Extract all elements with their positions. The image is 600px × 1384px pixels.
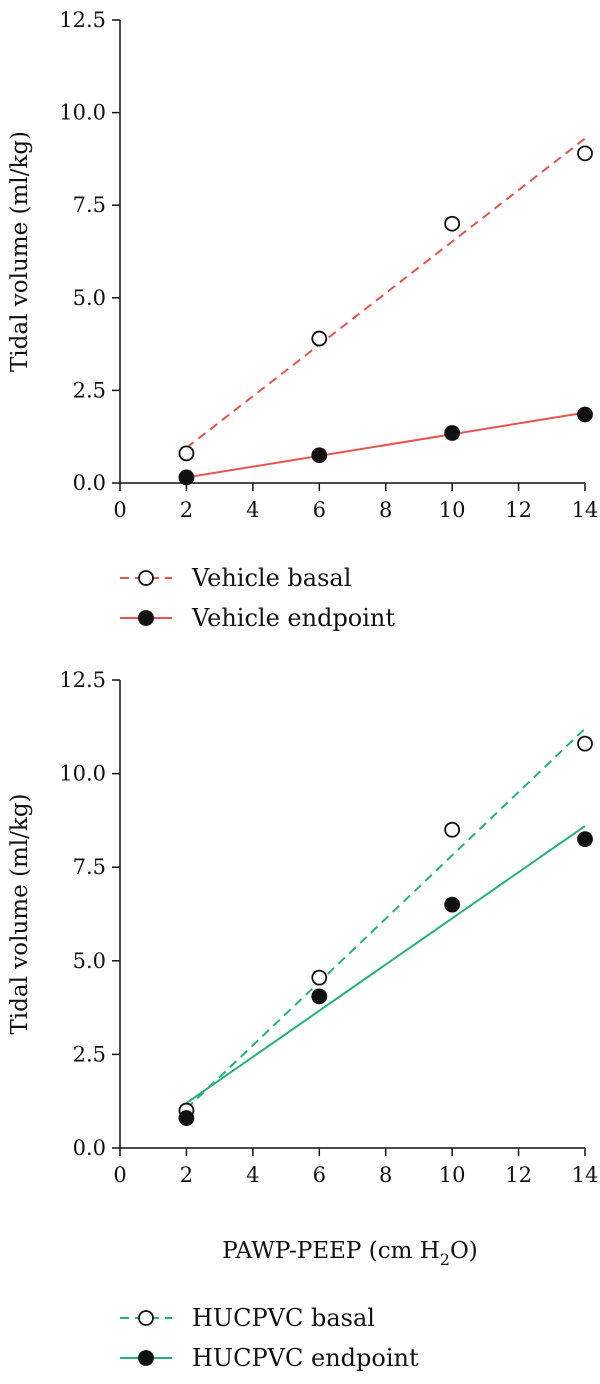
- data-point: [444, 425, 461, 441]
- data-point: [178, 469, 195, 486]
- x-tick-label: 12: [505, 498, 532, 522]
- data-point: [311, 969, 328, 986]
- y-tick-label: 0.0: [73, 1136, 106, 1160]
- x-tick-label: 8: [379, 1163, 392, 1187]
- x-tick-label: 2: [180, 498, 193, 522]
- data-point: [311, 447, 328, 464]
- x-tick-label: 10: [439, 498, 466, 522]
- y-tick-label: 5.0: [73, 286, 106, 310]
- x-axis-label-end: O): [450, 1238, 478, 1264]
- y-tick-label: 0.0: [73, 471, 106, 495]
- data-point: [577, 406, 593, 423]
- legend-marker: [138, 610, 154, 626]
- x-tick-label: 8: [379, 498, 392, 522]
- x-tick-label: 14: [572, 1163, 599, 1187]
- hucpvc-legend: HUCPVC basal HUCPVC endpoint: [120, 1304, 419, 1372]
- data-point: [444, 821, 461, 838]
- x-axis-label-subscript: 2: [440, 1250, 450, 1269]
- data-point: [444, 896, 461, 913]
- data-point: [311, 330, 328, 347]
- legend-marker: [138, 570, 154, 586]
- x-tick-label: 12: [505, 1163, 532, 1187]
- fit-line: [186, 411, 586, 479]
- x-tick-label: 14: [572, 498, 599, 522]
- legend-label: HUCPVC endpoint: [192, 1344, 419, 1372]
- legend-marker: [138, 1350, 154, 1366]
- legend-label: Vehicle endpoint: [191, 604, 395, 632]
- data-point: [577, 145, 593, 162]
- vehicle-legend: Vehicle basal Vehicle endpoint: [120, 564, 395, 632]
- x-tick-label: 4: [246, 498, 259, 522]
- y-tick-label: 2.5: [73, 378, 106, 402]
- legend-label: HUCPVC basal: [192, 1304, 375, 1332]
- x-tick-label: 10: [439, 1163, 466, 1187]
- y-tick-label: 10.0: [59, 762, 106, 786]
- x-axis-label-main: PAWP-PEEP (cm H: [222, 1238, 440, 1264]
- fit-line: [185, 137, 586, 449]
- y-tick-label: 7.5: [73, 193, 106, 217]
- y-tick-label: 5.0: [73, 949, 106, 973]
- fit-line: [185, 825, 586, 1104]
- y-tick-label: 12.5: [59, 668, 106, 692]
- x-tick-label: 2: [180, 1163, 193, 1187]
- y-tick-label: 2.5: [73, 1042, 106, 1066]
- x-tick-label: 0: [113, 1163, 126, 1187]
- x-tick-label: 6: [313, 1163, 326, 1187]
- x-axis-label: PAWP-PEEP (cm H2O): [222, 1238, 478, 1269]
- x-tick-label: 6: [313, 498, 326, 522]
- y-tick-label: 7.5: [73, 855, 106, 879]
- y-tick-label: 12.5: [59, 8, 106, 32]
- legend-marker: [138, 1310, 154, 1326]
- data-point: [311, 988, 328, 1005]
- y-axis-label: Tidal volume (ml/kg): [7, 793, 33, 1034]
- x-tick-label: 4: [246, 1163, 259, 1187]
- data-point: [178, 1110, 195, 1126]
- data-point: [178, 445, 195, 462]
- data-point: [577, 735, 593, 752]
- x-tick-label: 0: [113, 498, 126, 522]
- vehicle-chart-panel: 0.0 2.5 5.0 7.5 10.0 12.5 0 2 4 6 8 10 12 14 Tidal vol…: [7, 8, 598, 522]
- fit-line: [185, 727, 586, 1110]
- legend-label: Vehicle basal: [191, 564, 351, 592]
- data-point: [577, 831, 593, 848]
- hucpvc-chart-panel: 0.0 2.5 5.0 7.5 10.0 12.5 0 2 4 6 8 10 12 14 Tidal vol…: [7, 668, 598, 1187]
- data-point: [444, 215, 461, 232]
- y-tick-label: 10.0: [59, 101, 106, 125]
- y-axis-label: Tidal volume (ml/kg): [7, 131, 33, 372]
